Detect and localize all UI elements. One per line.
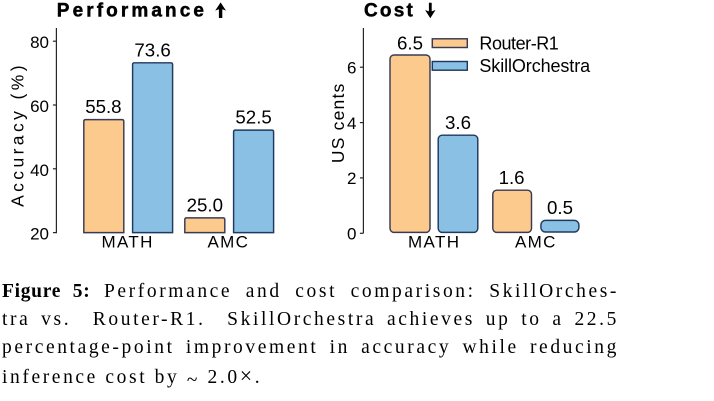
svg-text:2: 2 [347, 169, 356, 188]
svg-text:1.6: 1.6 [499, 167, 525, 188]
svg-text:6: 6 [347, 58, 356, 77]
svg-text:3.6: 3.6 [445, 112, 471, 133]
svg-text:80: 80 [30, 33, 49, 52]
svg-text:4: 4 [347, 114, 356, 133]
svg-text:55.8: 55.8 [85, 96, 121, 117]
svg-text:40: 40 [30, 161, 49, 180]
svg-text:SkillOrchestra: SkillOrchestra [479, 56, 591, 76]
svg-text:25.0: 25.0 [187, 194, 223, 215]
svg-text:MATH: MATH [408, 233, 460, 252]
svg-text:Performance: Performance [57, 1, 207, 22]
svg-text:Cost: Cost [364, 1, 415, 22]
svg-text:0.5: 0.5 [547, 197, 573, 218]
svg-text:MATH: MATH [101, 233, 153, 252]
svg-text:0: 0 [347, 225, 356, 244]
svg-text:20: 20 [30, 225, 49, 244]
svg-text:AMC: AMC [207, 233, 249, 252]
svg-text:73.6: 73.6 [134, 39, 170, 60]
svg-text:60: 60 [30, 97, 49, 116]
svg-text:Accuracy (%): Accuracy (%) [8, 62, 28, 207]
svg-text:6.5: 6.5 [397, 33, 423, 54]
svg-text:US cents: US cents [328, 82, 348, 163]
svg-text:AMC: AMC [515, 233, 557, 252]
svg-text:Router-R1: Router-R1 [479, 34, 558, 54]
svg-text:52.5: 52.5 [235, 107, 271, 128]
